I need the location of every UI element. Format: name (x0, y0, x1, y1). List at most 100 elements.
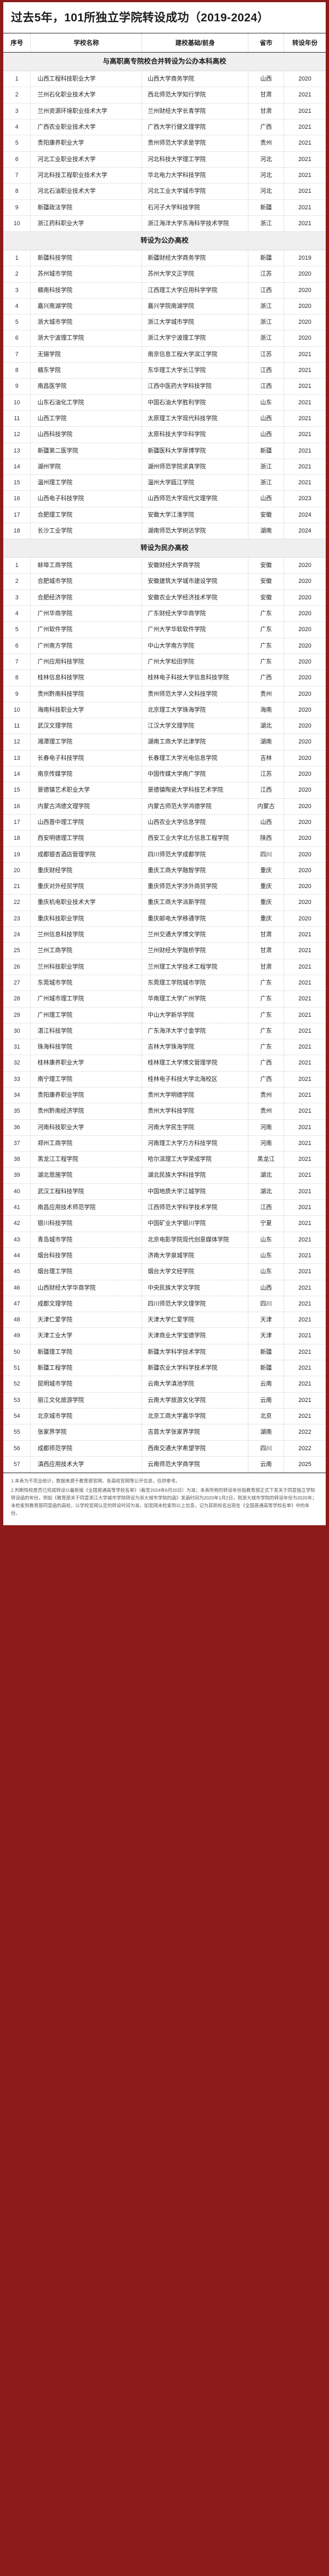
cell-year: 2021 (283, 1247, 326, 1264)
cell-year: 2021 (283, 1023, 326, 1040)
cell-school-name: 南宁理工学院 (30, 1071, 143, 1087)
cell-school-name: 黑龙江工程学院 (30, 1151, 143, 1168)
cell-year: 2021 (283, 975, 326, 992)
cell-province: 新疆 (248, 443, 285, 459)
cell-province: 江苏 (248, 266, 285, 283)
cell-index: 9 (3, 378, 31, 395)
cell-origin: 浙江大学宁波理工学院 (141, 330, 249, 347)
cell-province: 浙江 (248, 474, 285, 491)
table-row: 17 合肥理工学院 安徽大学江淮学院 安徽 2024 (3, 507, 326, 524)
cell-origin: 四川师范大学成都学院 (141, 846, 249, 863)
cell-province: 广东 (248, 1039, 285, 1056)
cell-origin: 长春理工大学光电信息学院 (141, 750, 249, 767)
cell-index: 2 (3, 573, 31, 590)
cell-school-name: 烟台科技学院 (30, 1247, 143, 1264)
cell-year: 2021 (283, 926, 326, 943)
cell-year: 2019 (283, 250, 326, 267)
cell-index: 5 (3, 135, 31, 152)
cell-year: 2022 (283, 1424, 326, 1441)
cell-school-name: 丽江文化旅游学院 (30, 1392, 143, 1409)
cell-year: 2020 (283, 573, 326, 590)
cell-year: 2020 (283, 314, 326, 331)
cell-origin: 苏州大学文正学院 (141, 266, 249, 283)
cell-school-name: 广州理工学院 (30, 1007, 143, 1023)
table-row: 6 河北工业职业技术大学 河北科技大学理工学院 河北 2021 (3, 151, 326, 168)
cell-year: 2020 (283, 750, 326, 767)
cell-school-name: 西安明德理工学院 (30, 830, 143, 847)
cell-school-name: 湖北恩施学院 (30, 1167, 143, 1184)
cell-year: 2020 (283, 878, 326, 895)
cell-origin: 中国传媒大学南广学院 (141, 766, 249, 783)
cell-province: 安徽 (248, 507, 285, 524)
cell-origin: 西北师范大学知行学院 (141, 87, 249, 104)
cell-province: 云南 (248, 1376, 285, 1393)
cell-school-name: 重庆财经学院 (30, 862, 143, 879)
cell-school-name: 珠海科技学院 (30, 1039, 143, 1056)
footnote-2: 2.判断院校是否已完成转设以最新版《全国普通高等学校名单》（截至2024年6月2… (11, 1487, 317, 1516)
cell-origin: 内蒙古师范大学鸿德学院 (141, 798, 249, 815)
cell-index: 6 (3, 151, 31, 168)
table-row: 1 蚌埠工商学院 安徽财经大学商学院 安徽 2020 (3, 557, 326, 574)
footnote-1: 1.本表为不完全统计，数据来源于教育部官网、各高校官网等公开信息，仅供参考。 (11, 1478, 180, 1484)
cell-index: 7 (3, 654, 31, 671)
table-row: 7 无锡学院 南京信息工程大学滨江学院 江苏 2021 (3, 346, 326, 363)
cell-index: 15 (3, 474, 31, 491)
table-row: 23 重庆科技职业学院 重庆邮电大学移通学院 重庆 2020 (3, 911, 326, 928)
cell-origin: 湖南师范大学树达学院 (141, 523, 249, 540)
cell-year: 2021 (283, 1280, 326, 1296)
cell-school-name: 赣东学院 (30, 362, 143, 379)
cell-province: 贵州 (248, 1087, 285, 1104)
cell-index: 22 (3, 894, 31, 911)
cell-index: 23 (3, 911, 31, 928)
cell-origin: 云南大学滇池学院 (141, 1376, 249, 1393)
table-row: 11 山西工学院 太原理工大学现代科技学院 山西 2021 (3, 410, 326, 427)
cell-province: 山西 (248, 71, 285, 88)
table-row: 5 广州软件学院 广州大学华软软件学院 广东 2020 (3, 621, 326, 638)
table-row: 6 广州南方学院 中山大学南方学院 广东 2020 (3, 638, 326, 654)
cell-index: 8 (3, 183, 31, 200)
cell-origin: 山西大学商务学院 (141, 71, 249, 88)
cell-school-name: 合肥经济学院 (30, 589, 143, 606)
cell-origin: 华北电力大学科技学院 (141, 167, 249, 184)
table-row: 57 滇西应用技术大学 云南师范大学商学院 云南 2025 (3, 1456, 326, 1473)
cell-province: 甘肃 (248, 959, 285, 975)
cell-province: 广东 (248, 1023, 285, 1040)
table-row: 56 成都师范学院 西南交通大学希望学院 四川 2022 (3, 1440, 326, 1457)
cell-province: 云南 (248, 1392, 285, 1409)
cell-province: 安徽 (248, 589, 285, 606)
cell-origin: 嘉兴学院南湖学院 (141, 298, 249, 315)
table-row: 9 南昌医学院 江西中医药大学科技学院 江西 2021 (3, 378, 326, 395)
cell-year: 2021 (283, 1215, 326, 1232)
cell-year: 2020 (283, 911, 326, 928)
cell-index: 28 (3, 991, 31, 1007)
cell-origin: 江汉大学文理学院 (141, 718, 249, 735)
table-row: 10 山东石油化工学院 中国石油大学胜利学院 山东 2021 (3, 394, 326, 411)
cell-school-name: 重庆对外经贸学院 (30, 878, 143, 895)
cell-origin: 北京理工大学珠海学院 (141, 702, 249, 719)
cell-year: 2021 (283, 199, 326, 216)
cell-year: 2024 (283, 507, 326, 524)
cell-index: 14 (3, 459, 31, 476)
cell-school-name: 浙江药科职业大学 (30, 215, 143, 232)
cell-year: 2021 (283, 991, 326, 1007)
cell-origin: 南京信息工程大学滨江学院 (141, 346, 249, 363)
cell-province: 河南 (248, 1135, 285, 1152)
cell-index: 1 (3, 557, 31, 574)
cell-school-name: 兰州资源环境职业技术大学 (30, 103, 143, 120)
cell-index: 39 (3, 1167, 31, 1184)
cell-year: 2021 (283, 942, 326, 959)
cell-province: 云南 (248, 1456, 285, 1473)
table-row: 32 桂林康养职业大学 桂林理工大学博文管理学院 广西 2021 (3, 1055, 326, 1072)
table-row: 1 新疆科技学院 新疆财经大学商务学院 新疆 2019 (3, 250, 326, 267)
cell-index: 3 (3, 282, 31, 299)
cell-province: 湖北 (248, 1167, 285, 1184)
cell-school-name: 新疆理工学院 (30, 1344, 143, 1361)
table-row: 25 兰州工商学院 兰州财经大学陇桥学院 甘肃 2021 (3, 942, 326, 959)
column-header-index: 序号 (3, 33, 31, 53)
cell-origin: 华南理工大学广州学院 (141, 991, 249, 1007)
cell-year: 2020 (283, 782, 326, 799)
cell-province: 甘肃 (248, 926, 285, 943)
cell-index: 7 (3, 346, 31, 363)
cell-index: 36 (3, 1119, 31, 1136)
cell-province: 贵州 (248, 135, 285, 152)
